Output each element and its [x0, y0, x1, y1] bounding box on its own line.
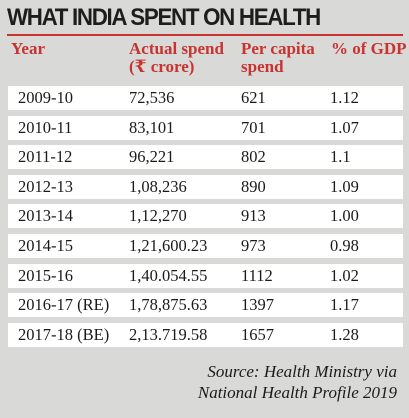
- table-row: 2012-13 1,08,236 890 1.09: [8, 174, 403, 199]
- source-note-line1: Source: Health Ministry via: [207, 362, 397, 381]
- column-header-actual-spend-line2: (₹ crore): [129, 57, 195, 76]
- cell-per-capita: 701: [241, 117, 266, 137]
- cell-year: 2015-16: [18, 265, 73, 285]
- cell-actual-spend: 2,13.719.58: [129, 324, 208, 344]
- cell-per-capita: 621: [241, 88, 266, 107]
- cell-gdp: 1.17: [330, 295, 359, 315]
- cell-year: 2017-18 (BE): [18, 324, 110, 344]
- cell-gdp: 1.02: [330, 265, 359, 285]
- cell-actual-spend: 72,536: [129, 88, 175, 107]
- column-header-per-capita: Per capita spend: [241, 40, 315, 76]
- cell-actual-spend: 1,12,270: [129, 206, 187, 226]
- table-row: 2016-17 (RE) 1,78,875.63 1397 1.17: [8, 293, 403, 318]
- column-header-year: Year: [11, 40, 45, 58]
- cell-gdp: 0.98: [330, 235, 359, 255]
- cell-year: 2013-14: [18, 206, 73, 226]
- title-divider: [7, 34, 403, 36]
- cell-gdp: 1.09: [330, 176, 359, 196]
- column-header-per-capita-line2: spend: [241, 57, 284, 76]
- cell-actual-spend: 96,221: [129, 147, 175, 167]
- table-row: 2011-12 96,221 802 1.1: [8, 145, 403, 170]
- cell-actual-spend: 1,78,875.63: [129, 295, 208, 315]
- table-header: Year Actual spend (₹ crore) Per capita s…: [0, 40, 409, 86]
- cell-per-capita: 802: [241, 147, 266, 167]
- cell-per-capita: 913: [241, 206, 266, 226]
- cell-actual-spend: 1,08,236: [129, 176, 187, 196]
- column-header-year-line1: Year: [11, 39, 45, 58]
- cell-gdp: 1.12: [330, 88, 359, 107]
- cell-year: 2009-10: [18, 88, 73, 107]
- table-row: 2013-14 1,12,270 913 1.00: [8, 204, 403, 229]
- column-header-per-capita-line1: Per capita: [241, 39, 315, 58]
- cell-actual-spend: 1,40.054.55: [129, 265, 208, 285]
- table-body: 2009-10 72,536 621 1.12 2010-11 83,101 7…: [8, 86, 403, 352]
- cell-actual-spend: 83,101: [129, 117, 175, 137]
- table-row: 2009-10 72,536 621 1.12: [8, 86, 403, 110]
- cell-actual-spend: 1,21,600.23: [129, 235, 208, 255]
- column-header-gdp: % of GDP: [331, 40, 407, 58]
- column-header-gdp-line1: % of GDP: [331, 39, 407, 58]
- cell-year: 2010-11: [18, 117, 73, 137]
- chart-title: WHAT INDIA SPENT ON HEALTH: [7, 4, 321, 31]
- cell-per-capita: 1397: [241, 295, 274, 315]
- cell-per-capita: 1112: [241, 265, 273, 285]
- table-row: 2017-18 (BE) 2,13.719.58 1657 1.28: [8, 322, 403, 347]
- cell-per-capita: 1657: [241, 324, 274, 344]
- column-header-actual-spend: Actual spend (₹ crore): [129, 40, 224, 76]
- cell-per-capita: 890: [241, 176, 266, 196]
- source-note-line2: National Health Profile 2019: [197, 383, 397, 402]
- cell-gdp: 1.1: [330, 147, 351, 167]
- column-header-actual-spend-line1: Actual spend: [129, 39, 224, 58]
- table-row: 2010-11 83,101 701 1.07: [8, 115, 403, 140]
- cell-year: 2014-15: [18, 235, 73, 255]
- cell-gdp: 1.07: [330, 117, 359, 137]
- cell-gdp: 1.28: [330, 324, 359, 344]
- table-row: 2014-15 1,21,600.23 973 0.98: [8, 233, 403, 258]
- table-row: 2015-16 1,40.054.55 1112 1.02: [8, 263, 403, 288]
- cell-year: 2016-17 (RE): [18, 295, 110, 315]
- source-note: Source: Health Ministry via National Hea…: [198, 361, 397, 403]
- cell-year: 2011-12: [18, 147, 73, 167]
- cell-year: 2012-13: [18, 176, 73, 196]
- cell-gdp: 1.00: [330, 206, 359, 226]
- cell-per-capita: 973: [241, 235, 266, 255]
